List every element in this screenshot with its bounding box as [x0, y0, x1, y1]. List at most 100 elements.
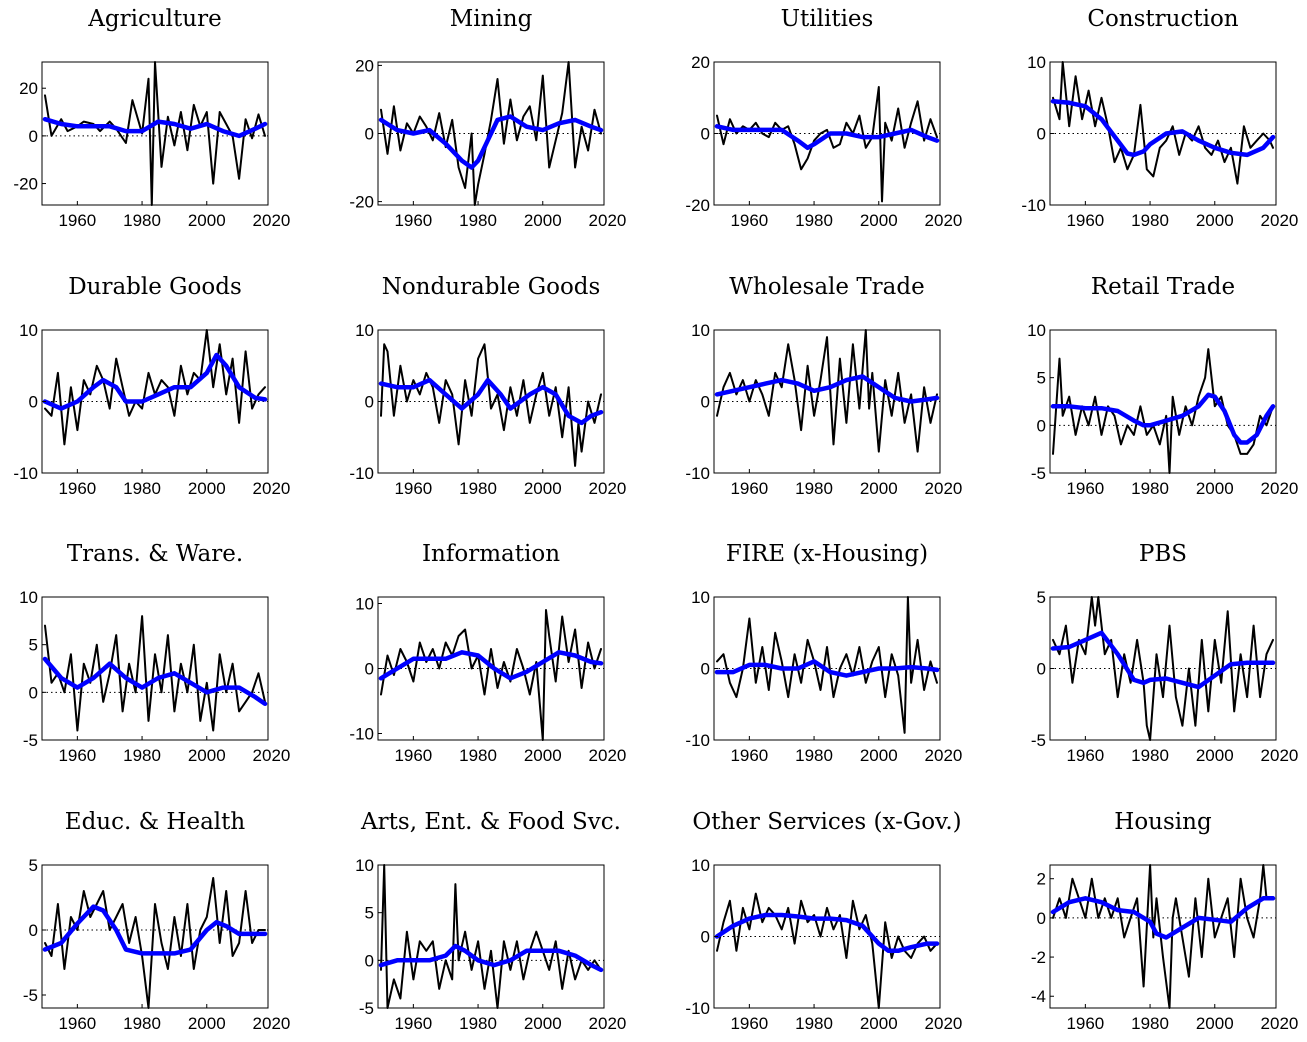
x-tick-label: 2020: [925, 479, 963, 498]
trend-line: [42, 116, 268, 139]
x-tick-label: 1960: [730, 211, 768, 230]
y-tick-label: 20: [355, 56, 374, 75]
x-tick-label: 1960: [730, 479, 768, 498]
y-tick-label: 5: [1037, 369, 1046, 388]
y-tick-label: 0: [1037, 660, 1046, 679]
y-tick-label: -10: [13, 464, 38, 483]
y-tick-label: 0: [365, 951, 374, 970]
subplot-7: Retail Trade 1960 1980 2000 2020 -5 0 5 10: [1027, 274, 1298, 498]
axes-box: [1049, 329, 1277, 474]
x-tick-label: 1980: [459, 211, 497, 230]
subplot-13: Arts, Ent. & Food Svc. 1960 1980 2000 2020 -5…: [355, 809, 626, 1033]
y-tick-label: 5: [29, 856, 38, 875]
x-tick-label: 1980: [459, 746, 497, 765]
y-tick-label: -10: [685, 464, 710, 483]
x-tick-label: 1980: [795, 211, 833, 230]
x-tick-label: 1980: [1131, 746, 1169, 765]
trend-line: [378, 650, 604, 681]
y-tick-label: -10: [349, 464, 374, 483]
trend-line: [378, 943, 604, 973]
x-tick-label: 2000: [524, 1014, 562, 1033]
y-tick-label: -5: [23, 986, 38, 1005]
x-tick-label: 2000: [860, 1014, 898, 1033]
trend-line: [714, 124, 940, 151]
trend-line: [378, 114, 604, 170]
trend-line: [1050, 392, 1276, 445]
y-tick-label: -10: [1021, 196, 1046, 215]
y-tick-label: 0: [365, 393, 374, 412]
x-tick-label: 1980: [123, 211, 161, 230]
x-tick-label: 2020: [589, 746, 627, 765]
x-tick-label: 2020: [253, 479, 291, 498]
x-tick-label: 2000: [1196, 746, 1234, 765]
x-tick-label: 2000: [1196, 479, 1234, 498]
x-tick-label: 2020: [589, 479, 627, 498]
trend-line: [714, 659, 940, 678]
x-tick-label: 1980: [1131, 1014, 1169, 1033]
y-tick-label: 10: [1027, 321, 1046, 340]
x-tick-label: 2020: [589, 211, 627, 230]
axes-box: [41, 864, 269, 1009]
y-tick-label: 0: [701, 125, 710, 144]
y-tick-label: 0: [365, 660, 374, 679]
subplot-9: Information 1960 1980 2000 2020 -10 0 10: [349, 541, 626, 765]
y-tick-label: -10: [349, 725, 374, 744]
y-tick-label: 10: [1027, 53, 1046, 72]
raw-series-line: [1052, 864, 1274, 1009]
x-tick-label: 2020: [1261, 479, 1299, 498]
trend-line: [714, 374, 940, 404]
subplot-title: Educ. & Health: [65, 809, 246, 835]
x-tick-label: 1980: [459, 479, 497, 498]
raw-series-line: [44, 877, 266, 1009]
subplot-title: Arts, Ent. & Food Svc.: [360, 809, 621, 835]
x-tick-label: 2000: [1196, 211, 1234, 230]
subplot-title: PBS: [1139, 541, 1187, 567]
x-tick-label: 2020: [253, 211, 291, 230]
subplot-10: FIRE (x-Housing) 1960 1980 2000 2020 -10 0 10: [685, 541, 962, 765]
x-tick-label: 1980: [459, 1014, 497, 1033]
x-tick-label: 1960: [394, 746, 432, 765]
x-tick-label: 1960: [58, 211, 96, 230]
trend-line: [1050, 99, 1276, 158]
y-tick-label: 10: [355, 321, 374, 340]
x-tick-label: 1960: [394, 211, 432, 230]
y-tick-label: 10: [691, 321, 710, 340]
trend-line: [42, 656, 268, 707]
x-tick-label: 1980: [795, 1014, 833, 1033]
subplot-12: Educ. & Health 1960 1980 2000 2020 -5 0 5: [23, 809, 291, 1033]
x-tick-label: 1980: [123, 479, 161, 498]
y-tick-label: 10: [19, 588, 38, 607]
y-tick-label: -5: [1031, 731, 1046, 750]
y-tick-label: 20: [19, 79, 38, 98]
y-tick-label: 5: [365, 904, 374, 923]
subplot-title: Housing: [1114, 809, 1212, 835]
subplot-title: Wholesale Trade: [729, 274, 924, 300]
y-tick-label: -20: [349, 193, 374, 212]
subplot-title: Trans. & Ware.: [67, 541, 243, 567]
x-tick-label: 2000: [524, 211, 562, 230]
x-tick-label: 1960: [1066, 211, 1104, 230]
subplot-title: Durable Goods: [68, 274, 242, 300]
y-tick-label: 10: [355, 856, 374, 875]
subplot-title: Information: [422, 541, 560, 567]
subplot-4: Durable Goods 1960 1980 2000 2020 -10 0 10: [13, 274, 290, 498]
x-tick-label: 1960: [1066, 1014, 1104, 1033]
trend-line: [1050, 896, 1276, 940]
y-tick-label: -5: [23, 731, 38, 750]
raw-series-line: [1052, 348, 1274, 474]
x-tick-label: 2000: [188, 1014, 226, 1033]
x-tick-label: 2020: [253, 1014, 291, 1033]
subplot-3: Construction 1960 1980 2000 2020 -10 0 10: [1021, 6, 1298, 230]
x-tick-label: 2020: [253, 746, 291, 765]
x-tick-label: 1980: [1131, 211, 1169, 230]
y-tick-label: -20: [13, 175, 38, 194]
raw-series-line: [44, 615, 266, 732]
y-tick-label: -5: [359, 999, 374, 1018]
x-tick-label: 1980: [123, 746, 161, 765]
axes-box: [41, 596, 269, 741]
y-tick-label: 20: [691, 53, 710, 72]
subplot-title: Mining: [450, 6, 533, 32]
subplot-15: Housing 1960 1980 2000 2020 -4 -2 0 2: [1031, 809, 1299, 1033]
y-tick-label: 0: [1037, 416, 1046, 435]
subplot-6: Wholesale Trade 1960 1980 2000 2020 -10 0 10: [685, 274, 962, 498]
